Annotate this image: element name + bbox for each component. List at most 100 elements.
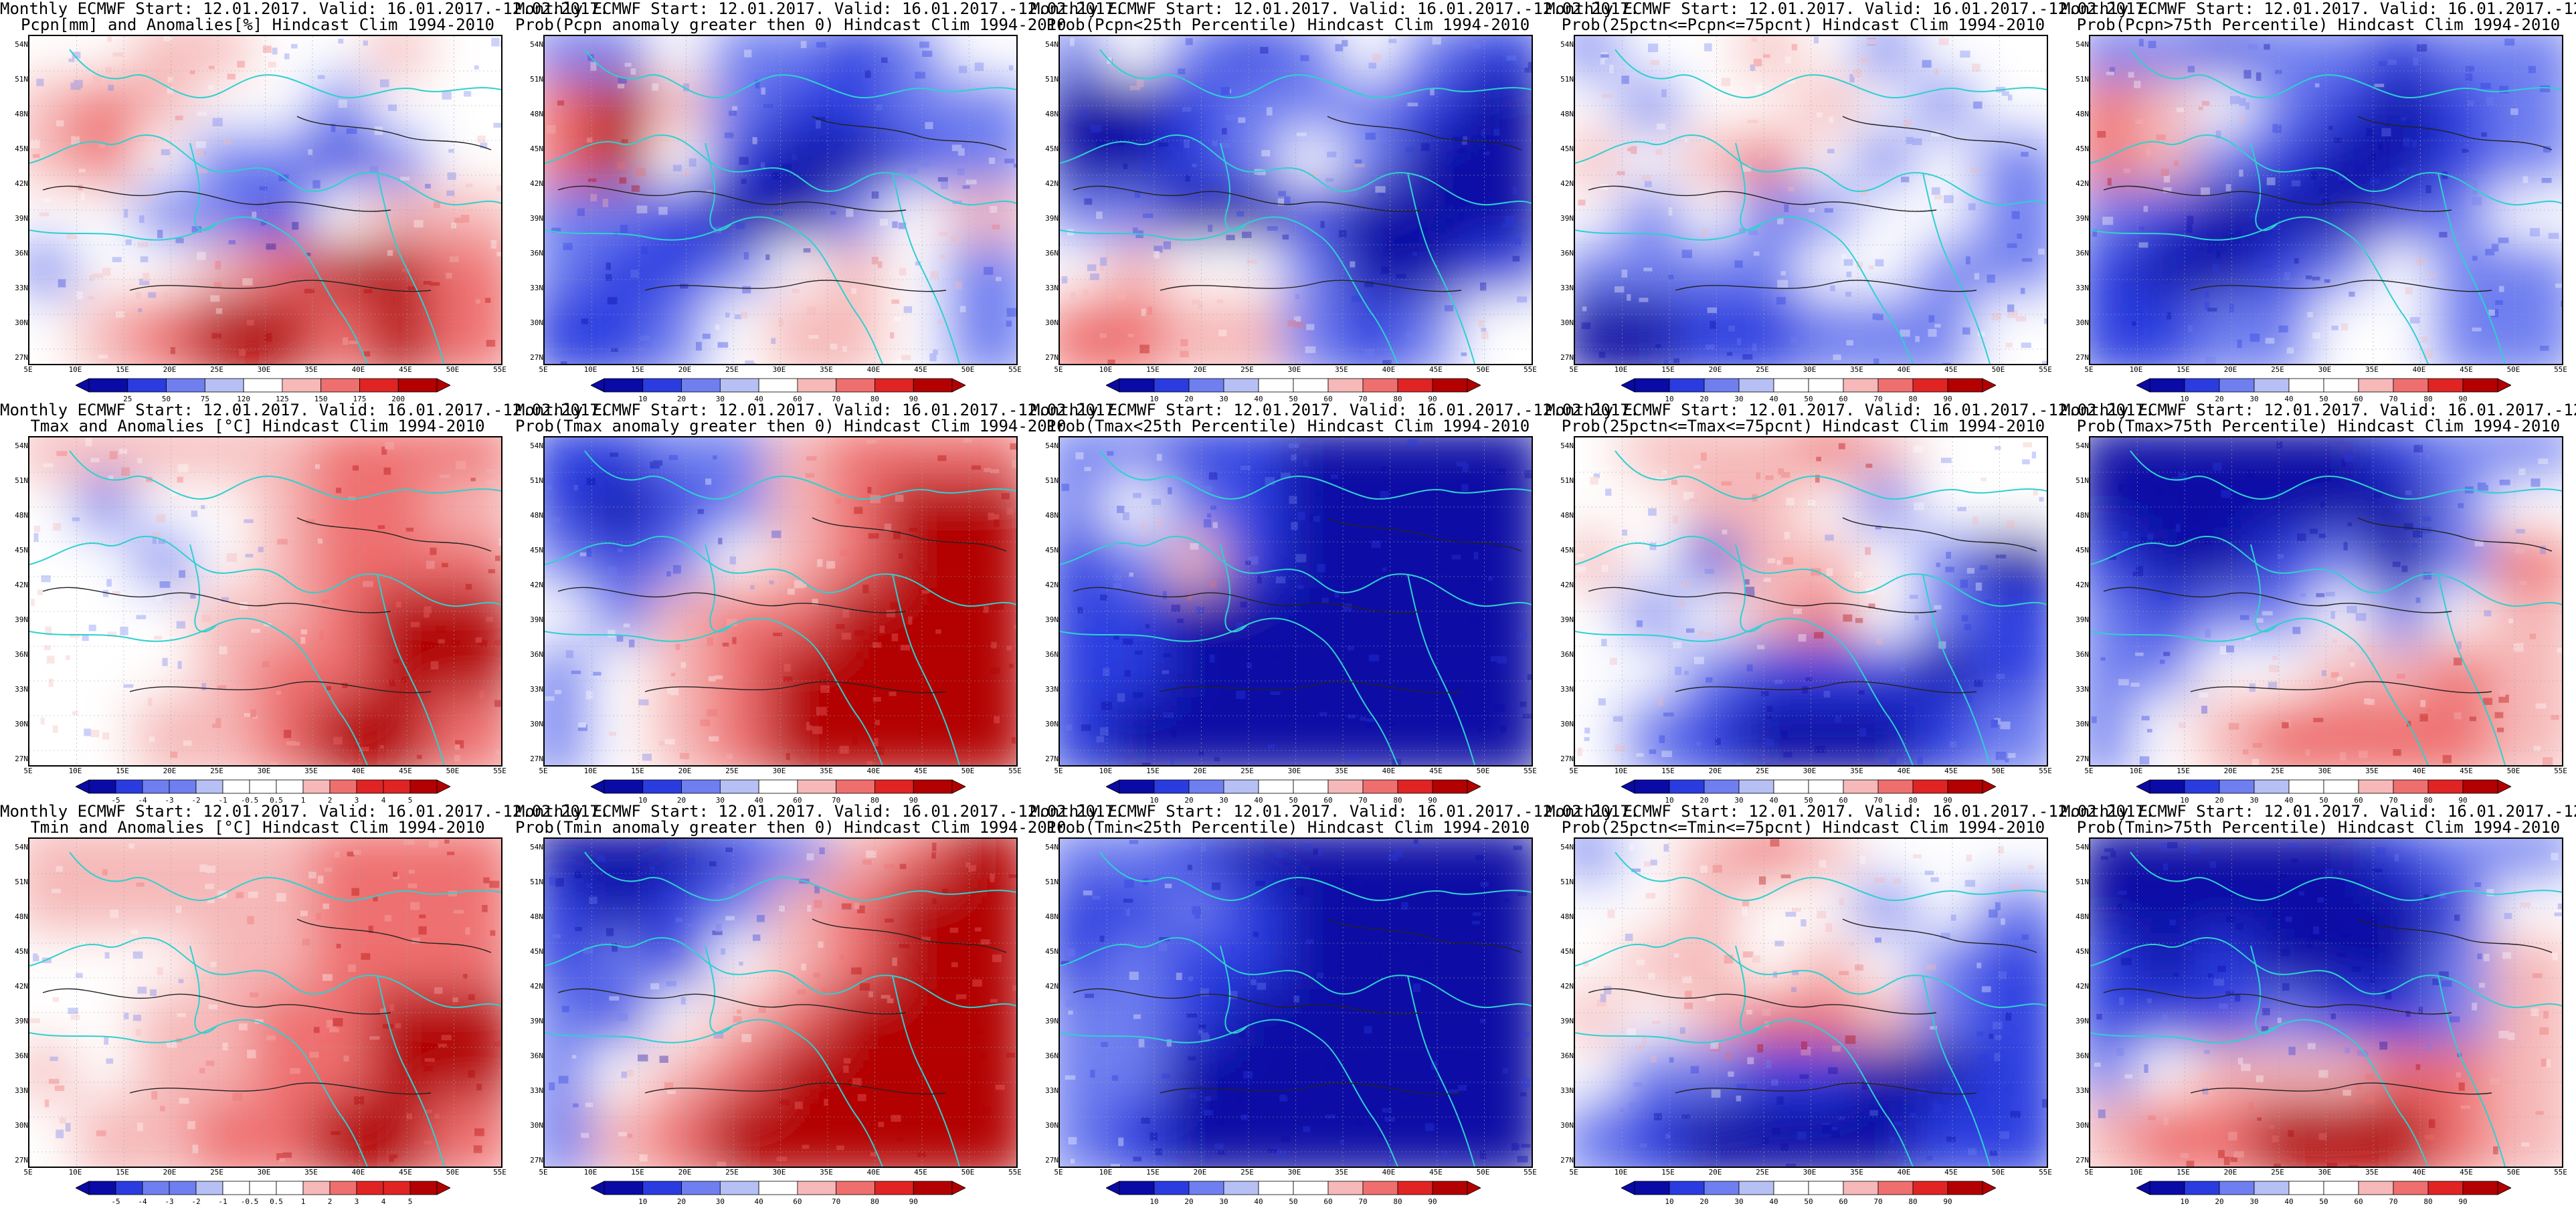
latitude-label: 51N: [1034, 476, 1059, 485]
colorbar-tick-label: 40: [1254, 1197, 1263, 1206]
colorbar: [1106, 779, 1481, 795]
latitude-label: 33N: [2065, 1086, 2089, 1095]
longitude-label: 15E: [1661, 1168, 1675, 1177]
latitude-label: 39N: [2065, 1017, 2089, 1025]
colorbar: [1621, 1180, 1996, 1196]
longitude-label: 10E: [1099, 767, 1113, 775]
longitude-label: 15E: [1146, 1168, 1160, 1177]
longitude-label: 35E: [820, 767, 833, 775]
latitude-label: 33N: [1550, 685, 1574, 694]
longitude-label: 45E: [1429, 1168, 1443, 1177]
longitude-label: 5E: [2084, 1168, 2093, 1177]
longitude-label: 45E: [1429, 365, 1443, 374]
longitude-label: 45E: [2460, 1168, 2473, 1177]
latitude-label: 51N: [2065, 476, 2089, 485]
forecast-map: [543, 436, 1018, 767]
latitude-label: 33N: [2065, 284, 2089, 292]
map-panel: Monthly ECMWF Start: 12.01.2017. Valid: …: [2061, 803, 2576, 1204]
longitude-label: 40E: [1382, 767, 1396, 775]
latitude-label: 48N: [519, 511, 543, 520]
longitude-label: 40E: [1898, 1168, 1911, 1177]
colorbar-tick-label: 90: [2458, 1197, 2467, 1206]
longitude-label: 55E: [2554, 767, 2567, 775]
longitude-label: 35E: [2365, 1168, 2379, 1177]
panel-title-line2: Prob(Tmax anomaly greater then 0) Hindca…: [515, 417, 1030, 435]
longitude-label: 35E: [1850, 1168, 1863, 1177]
latitude-label: 45N: [4, 546, 28, 555]
latitude-label: 33N: [4, 1086, 28, 1095]
latitude-label: 51N: [2065, 878, 2089, 886]
longitude-label: 5E: [2084, 767, 2093, 775]
latitude-label: 45N: [2065, 144, 2089, 153]
latitude-label: 36N: [1550, 650, 1574, 659]
longitude-label: 35E: [304, 365, 318, 374]
map-field: [545, 437, 1016, 765]
latitude-label: 39N: [1550, 1017, 1574, 1025]
colorbar-tick-label: 5: [408, 1197, 413, 1206]
longitude-label: 30E: [1288, 1168, 1301, 1177]
map-field: [1575, 437, 2047, 765]
longitude-label: 10E: [584, 1168, 597, 1177]
longitude-label: 40E: [1382, 365, 1396, 374]
longitude-label: 45E: [399, 365, 412, 374]
longitude-label: 50E: [2507, 1168, 2520, 1177]
colorbar-tick-label: 90: [909, 1197, 918, 1206]
forecast-map: [1059, 837, 1533, 1168]
longitude-label: 30E: [773, 365, 786, 374]
longitude-label: 55E: [2039, 1168, 2052, 1177]
longitude-label: 45E: [399, 767, 412, 775]
longitude-label: 55E: [1524, 1168, 1537, 1177]
longitude-label: 30E: [2318, 365, 2332, 374]
colorbar-tick-label: 80: [2423, 1197, 2432, 1206]
longitude-label: 45E: [914, 767, 927, 775]
longitude-label: 45E: [1429, 767, 1443, 775]
colorbar-tick-label: 40: [2284, 1197, 2293, 1206]
latitude-label: 48N: [1034, 110, 1059, 118]
map-field: [2090, 839, 2562, 1167]
colorbar-tick-label: 3: [355, 1197, 359, 1206]
longitude-label: 25E: [1240, 365, 1254, 374]
latitude-label: 33N: [1034, 284, 1059, 292]
longitude-label: 40E: [352, 767, 365, 775]
latitude-label: 27N: [2065, 1156, 2089, 1165]
latitude-label: 54N: [519, 441, 543, 450]
latitude-label: 27N: [1550, 1156, 1574, 1165]
longitude-label: 35E: [1335, 365, 1348, 374]
longitude-label: 25E: [210, 767, 223, 775]
latitude-label: 33N: [1034, 1086, 1059, 1095]
map-panel: Monthly ECMWF Start: 12.01.2017. Valid: …: [1030, 803, 1546, 1204]
latitude-label: 27N: [1550, 755, 1574, 763]
latitude-label: 36N: [4, 1051, 28, 1060]
longitude-label: 40E: [1898, 767, 1911, 775]
longitude-label: 45E: [1944, 365, 1958, 374]
panel-title-line2: Prob(Tmin>75th Percentile) Hindcast Clim…: [2061, 819, 2576, 836]
colorbar-tick-label: -1: [218, 1197, 227, 1206]
longitude-label: 10E: [69, 1168, 82, 1177]
latitude-label: 33N: [1550, 1086, 1574, 1095]
map-field: [29, 437, 501, 765]
latitude-label: 27N: [519, 1156, 543, 1165]
latitude-label: 45N: [1034, 546, 1059, 555]
latitude-label: 36N: [2065, 249, 2089, 258]
latitude-label: 42N: [1550, 581, 1574, 589]
longitude-label: 35E: [1335, 767, 1348, 775]
longitude-label: 35E: [304, 1168, 318, 1177]
longitude-label: 5E: [539, 1168, 547, 1177]
latitude-label: 27N: [4, 353, 28, 362]
map-panel: Monthly ECMWF Start: 12.01.2017. Valid: …: [2061, 401, 2576, 803]
longitude-label: 55E: [1008, 365, 1022, 374]
longitude-label: 30E: [1288, 365, 1301, 374]
latitude-label: 30N: [1034, 720, 1059, 728]
longitude-label: 15E: [631, 1168, 644, 1177]
panel-title-line2: Prob(25pctn<=Pcpn<=75pcnt) Hindcast Clim…: [1546, 16, 2061, 33]
latitude-label: 48N: [2065, 912, 2089, 921]
latitude-label: 30N: [2065, 318, 2089, 327]
forecast-map: [1059, 436, 1533, 767]
latitude-label: 27N: [1034, 1156, 1059, 1165]
latitude-label: 36N: [1034, 1051, 1059, 1060]
longitude-label: 50E: [1992, 767, 2005, 775]
forecast-map: [543, 35, 1018, 365]
colorbar: [1621, 377, 1996, 393]
longitude-label: 40E: [2413, 365, 2426, 374]
latitude-label: 42N: [4, 982, 28, 991]
